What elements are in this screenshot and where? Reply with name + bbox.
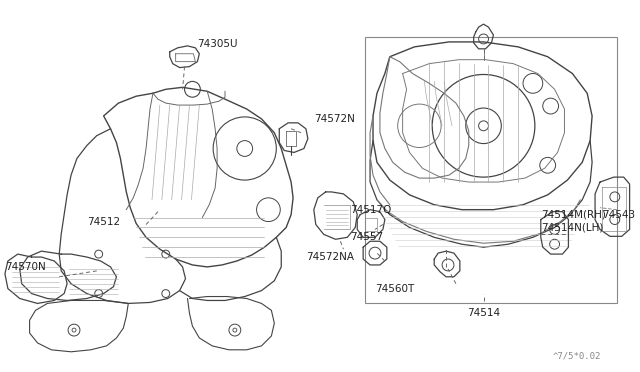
- Text: 74517Q: 74517Q: [350, 205, 392, 215]
- Text: 74570N: 74570N: [5, 262, 45, 272]
- Text: 74514M(RH): 74514M(RH): [541, 209, 605, 219]
- Text: 74305U: 74305U: [197, 39, 238, 49]
- Text: ^7/5*0.02: ^7/5*0.02: [552, 351, 601, 360]
- Text: 74557: 74557: [350, 232, 383, 242]
- Text: 74514: 74514: [467, 308, 500, 318]
- Text: 74560T: 74560T: [375, 283, 414, 294]
- Text: 74514N(LH): 74514N(LH): [541, 222, 603, 232]
- Text: 74543: 74543: [602, 209, 635, 219]
- Text: 74512: 74512: [87, 217, 120, 227]
- Text: 74572N: 74572N: [314, 114, 355, 124]
- Bar: [365, 37, 617, 304]
- Text: 74572NA: 74572NA: [306, 252, 354, 262]
